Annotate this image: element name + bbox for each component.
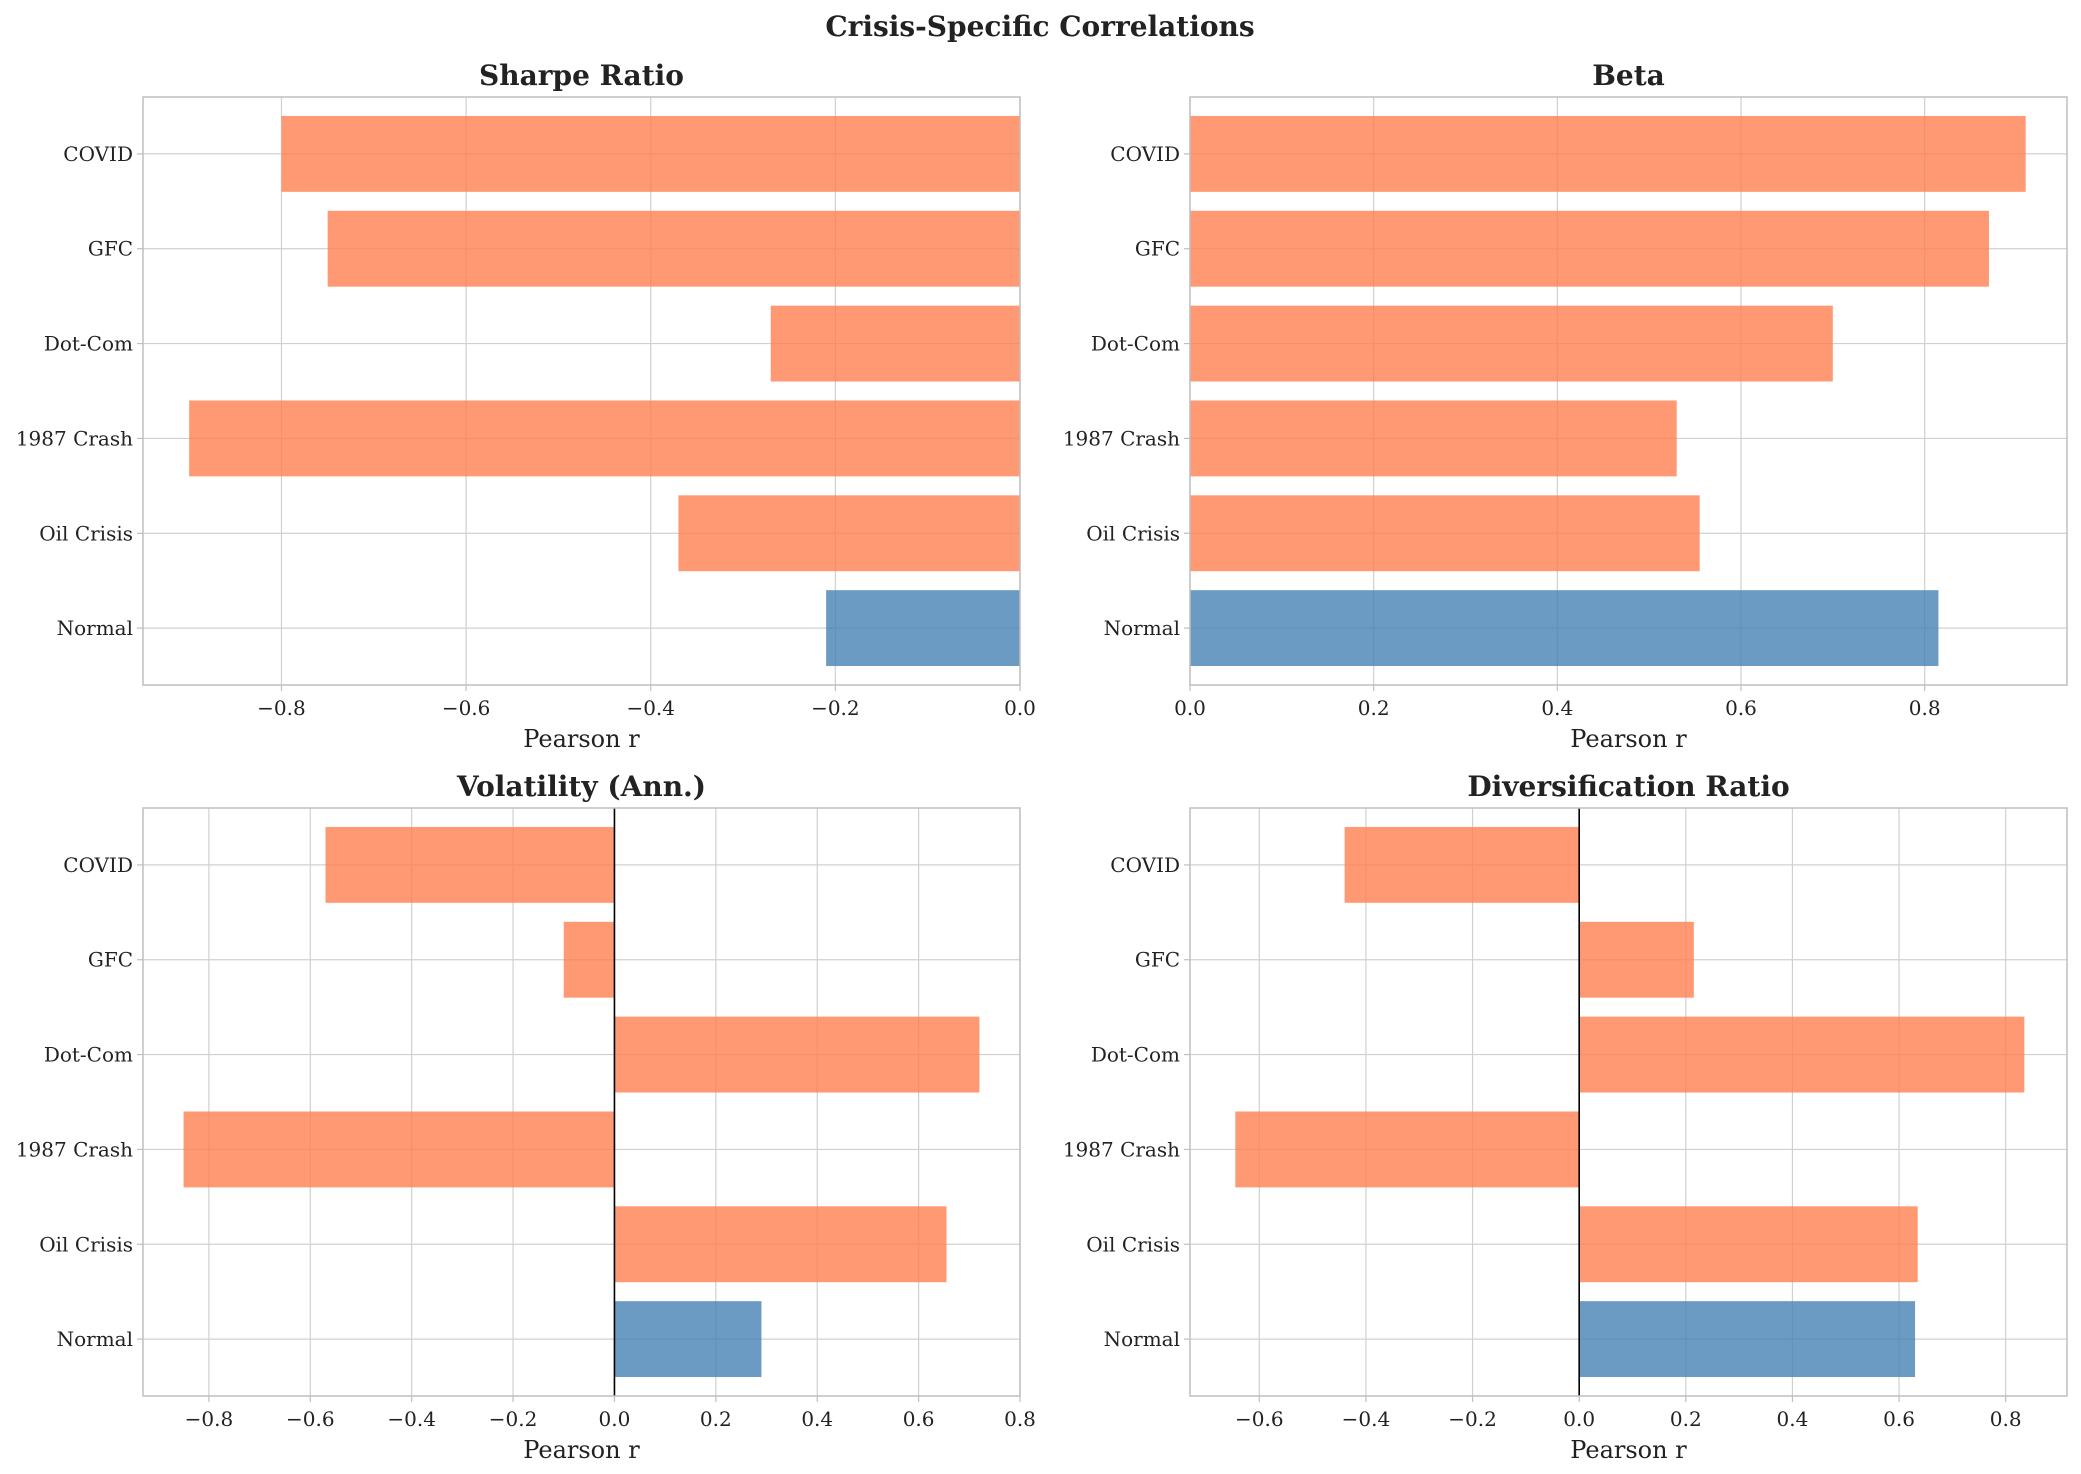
y-tick-label: COVID bbox=[1110, 142, 1180, 166]
x-tick-label: −0.4 bbox=[626, 696, 675, 720]
bar-normal bbox=[1190, 590, 1939, 667]
y-tick-label: GFC bbox=[88, 237, 133, 261]
y-tick-label: Dot-Com bbox=[44, 1043, 133, 1067]
x-tick-label: −0.2 bbox=[1448, 1407, 1497, 1431]
y-tick-label: GFC bbox=[1135, 948, 1180, 972]
bar-oil-crisis bbox=[1190, 495, 1700, 572]
figure-title: Crisis-Specific Correlations bbox=[825, 10, 1254, 43]
bar-covid bbox=[325, 826, 615, 903]
y-tick-label: Oil Crisis bbox=[1086, 1232, 1180, 1256]
bar-1987-crash bbox=[189, 400, 1020, 477]
bar-1987-crash bbox=[183, 1111, 615, 1188]
y-tick-label: 1987 Crash bbox=[16, 1137, 133, 1161]
y-tick-label: COVID bbox=[63, 142, 133, 166]
bar-dot-com bbox=[1190, 305, 1833, 382]
y-tick-label: Normal bbox=[57, 616, 133, 640]
x-tick-label: 0.0 bbox=[1174, 696, 1206, 720]
x-tick-label: 0.4 bbox=[1541, 696, 1573, 720]
x-tick-label: 0.0 bbox=[1563, 1407, 1595, 1431]
x-tick-label: −0.8 bbox=[185, 1407, 234, 1431]
y-tick-label: Dot-Com bbox=[44, 332, 133, 356]
x-axis-label: Pearson r bbox=[1570, 725, 1687, 753]
y-tick-label: GFC bbox=[88, 948, 133, 972]
x-tick-label: −0.6 bbox=[286, 1407, 335, 1431]
axes-frame bbox=[142, 96, 1021, 686]
x-tick-label: 0.8 bbox=[1004, 1407, 1036, 1431]
x-axis-label: Pearson r bbox=[523, 1436, 640, 1464]
x-tick-label: 0.8 bbox=[1909, 696, 1941, 720]
x-tick-label: −0.4 bbox=[387, 1407, 436, 1431]
x-tick-label: 0.8 bbox=[1990, 1407, 2022, 1431]
y-tick-label: Normal bbox=[57, 1327, 133, 1351]
y-tick-label: Normal bbox=[1104, 1327, 1180, 1351]
y-tick-label: Normal bbox=[1104, 616, 1180, 640]
x-tick-label: 0.0 bbox=[1004, 696, 1036, 720]
x-tick-label: −0.6 bbox=[1235, 1407, 1284, 1431]
bar-gfc bbox=[327, 210, 1020, 287]
x-tick-label: 0.6 bbox=[903, 1407, 935, 1431]
x-tick-label: −0.2 bbox=[811, 696, 860, 720]
bar-dot-com bbox=[614, 1016, 980, 1093]
x-tick-label: 0.2 bbox=[1670, 1407, 1702, 1431]
bar-covid bbox=[281, 115, 1020, 192]
x-tick-label: −0.2 bbox=[489, 1407, 538, 1431]
bar-dot-com bbox=[770, 305, 1020, 382]
panel-title: Volatility (Ann.) bbox=[456, 770, 706, 803]
panel-title: Sharpe Ratio bbox=[479, 59, 684, 92]
x-tick-label: 0.2 bbox=[1358, 696, 1390, 720]
panel-title: Beta bbox=[1592, 59, 1665, 92]
bar-oil-crisis bbox=[614, 1206, 947, 1283]
axes-frame bbox=[1189, 807, 2068, 1397]
bar-1987-crash bbox=[1190, 400, 1677, 477]
bar-gfc bbox=[1190, 210, 1989, 287]
x-tick-label: −0.8 bbox=[257, 696, 306, 720]
panel-1: COVID GFC Dot-Com 1987 Crash Oil Crisis Norma… bbox=[16, 59, 1036, 753]
y-tick-label: Oil Crisis bbox=[39, 521, 133, 545]
y-tick-label: Dot-Com bbox=[1091, 1043, 1180, 1067]
bar-1987-crash bbox=[1235, 1111, 1580, 1188]
panel-title: Diversification Ratio bbox=[1467, 770, 1789, 803]
y-tick-label: 1987 Crash bbox=[16, 426, 133, 450]
y-tick-label: Oil Crisis bbox=[1086, 521, 1180, 545]
bar-covid bbox=[1190, 115, 2026, 192]
x-tick-label: 0.4 bbox=[1777, 1407, 1809, 1431]
y-tick-label: 1987 Crash bbox=[1063, 1137, 1180, 1161]
x-tick-label: 0.6 bbox=[1725, 696, 1757, 720]
panel-4: COVID GFC Dot-Com 1987 Crash Oil Crisis Norma… bbox=[1063, 770, 2068, 1464]
bar-normal bbox=[614, 1301, 762, 1378]
x-axis-label: Pearson r bbox=[1570, 1436, 1687, 1464]
bar-gfc bbox=[1579, 921, 1694, 998]
bar-gfc bbox=[563, 921, 615, 998]
y-tick-label: 1987 Crash bbox=[1063, 426, 1180, 450]
panel-2: COVID GFC Dot-Com 1987 Crash Oil Crisis Norma… bbox=[1063, 59, 2068, 753]
x-tick-label: 0.4 bbox=[801, 1407, 833, 1431]
bar-dot-com bbox=[1579, 1016, 2025, 1093]
x-tick-label: 0.6 bbox=[1883, 1407, 1915, 1431]
x-tick-label: −0.6 bbox=[442, 696, 491, 720]
y-tick-label: COVID bbox=[63, 853, 133, 877]
axes-frame bbox=[142, 807, 1021, 1397]
y-tick-label: Oil Crisis bbox=[39, 1232, 133, 1256]
bar-normal bbox=[1579, 1301, 1916, 1378]
y-tick-label: Dot-Com bbox=[1091, 332, 1180, 356]
x-tick-label: 0.0 bbox=[599, 1407, 631, 1431]
y-tick-label: GFC bbox=[1135, 237, 1180, 261]
bar-oil-crisis bbox=[678, 495, 1020, 572]
y-tick-label: COVID bbox=[1110, 853, 1180, 877]
x-axis-label: Pearson r bbox=[523, 725, 640, 753]
x-tick-label: 0.2 bbox=[700, 1407, 732, 1431]
x-tick-label: −0.4 bbox=[1342, 1407, 1391, 1431]
axes-frame bbox=[1189, 96, 2068, 686]
panel-3: COVID GFC Dot-Com 1987 Crash Oil Crisis Norma… bbox=[16, 770, 1036, 1464]
bar-oil-crisis bbox=[1579, 1206, 1918, 1283]
bar-covid bbox=[1344, 826, 1580, 903]
bar-normal bbox=[826, 590, 1020, 667]
